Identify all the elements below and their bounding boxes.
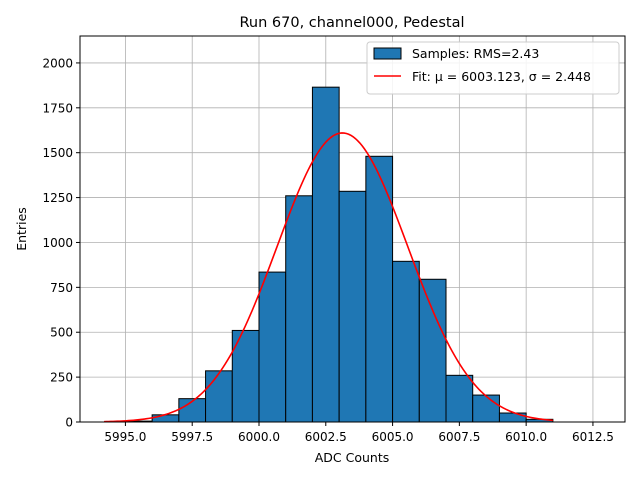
histogram-bar	[498, 412, 527, 423]
histogram-bar	[151, 414, 180, 423]
histogram-bar	[258, 271, 287, 423]
y-tick-label: 250	[50, 371, 73, 385]
histogram-bar	[205, 370, 233, 423]
y-tick-label: 500	[50, 326, 73, 340]
legend-histogram-swatch	[373, 47, 402, 60]
histogram-bar	[418, 278, 447, 423]
x-tick-label: 6010.0	[505, 430, 547, 444]
x-tick-label: 5997.5	[171, 430, 213, 444]
x-axis-label: ADC Counts	[315, 450, 390, 465]
y-tick-label: 1750	[42, 101, 73, 115]
legend-box	[366, 41, 620, 95]
chart-title: Run 670, channel000, Pedestal	[239, 15, 464, 31]
histogram-bar	[365, 155, 394, 423]
y-tick-label: 1500	[42, 146, 73, 160]
y-tick-label: 1000	[42, 236, 73, 250]
x-tick-label: 6000.0	[238, 430, 280, 444]
y-tick-label: 750	[50, 281, 73, 295]
x-tick-label: 6002.5	[305, 430, 347, 444]
y-tick-label: 2000	[42, 56, 73, 70]
y-tick-label: 1250	[42, 191, 73, 205]
y-tick-label: 0	[65, 416, 73, 430]
histogram-bar	[445, 374, 474, 423]
x-tick-label: 6012.5	[572, 430, 614, 444]
legend: Samples: RMS=2.43 Fit: μ = 6003.123, σ =…	[366, 41, 620, 95]
histogram-bar	[285, 195, 313, 423]
histogram-bar	[472, 394, 500, 423]
x-tick-label: 5995.0	[104, 430, 146, 444]
x-axis-ticks: 5995.0 5997.5 6000.0 6002.5 6005.0 6007.5 6010…	[104, 422, 614, 444]
x-tick-label: 6005.0	[372, 430, 414, 444]
gaussian-fit-line	[104, 132, 553, 423]
histogram-bar	[338, 190, 367, 423]
histogram-bar	[392, 260, 420, 423]
y-axis-label: Entries	[14, 207, 29, 251]
x-tick-label: 6007.5	[438, 430, 480, 444]
plot-frame	[79, 35, 626, 423]
legend-fit-label: Fit: μ = 6003.123, σ = 2.448	[412, 69, 591, 84]
y-axis-ticks: 0 250 500 750 1000 1250 1500 1750 2000	[42, 56, 80, 430]
legend-histogram-label: Samples: RMS=2.43	[412, 46, 539, 61]
histogram-bar	[311, 86, 340, 423]
